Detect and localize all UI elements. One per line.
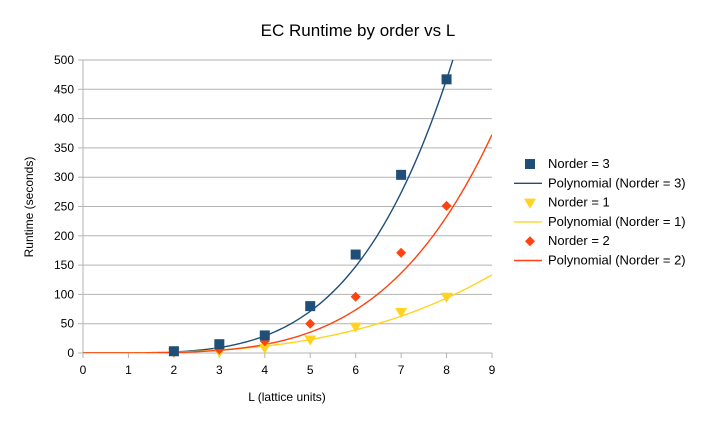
x-tick-label-7: 7 [398,363,405,377]
x-tick-label-1: 1 [125,363,132,377]
y-tick-label-200: 200 [54,229,74,243]
legend-marker-1 [525,159,535,169]
x-tick-label-0: 0 [80,363,87,377]
point-series3-6 [350,291,361,302]
x-tick-label-2: 2 [171,363,178,377]
chart-title: EC Runtime by order vs L [261,21,456,40]
x-tick-labels: 0 1 2 3 4 5 6 7 8 9 [80,363,496,377]
legend-marker-2 [524,198,536,209]
y-tick-label-100: 100 [54,287,74,301]
point-series1-5 [305,301,316,312]
trendline-2 [83,274,492,353]
point-series1-3 [214,339,225,350]
y-tick-label-500: 500 [54,53,74,67]
y-tick-label-0: 0 [67,346,74,360]
point-series2-5 [304,335,317,346]
legend: Norder = 3 Polynomial (Norder = 3) Norder … [514,156,686,268]
x-tick-label-8: 8 [443,363,450,377]
point-series2-7 [395,307,408,318]
trendline-1 [83,60,454,353]
x-tick-label-9: 9 [489,363,496,377]
legend-label-series-1: Norder = 3 [548,156,610,171]
x-tick-label-6: 6 [352,363,359,377]
grid-lines [83,59,492,325]
y-tick-label-400: 400 [54,112,74,126]
y-tick-label-50: 50 [61,317,75,331]
point-series1-7 [396,169,407,180]
axes [78,59,493,358]
y-tick-label-350: 350 [54,141,74,155]
point-series1-2 [168,346,179,357]
legend-label-series-2: Norder = 1 [548,195,610,210]
point-series3-8 [441,200,452,211]
y-tick-label-150: 150 [54,258,74,272]
x-tick-label-5: 5 [307,363,314,377]
point-series1-8 [441,74,452,85]
x-axis-label: L (lattice units) [248,390,326,404]
y-tick-labels: 0 50 100 150 200 250 300 350 400 450 500 [54,53,74,360]
x-tick-label-4: 4 [261,363,268,377]
y-tick-label-450: 450 [54,82,74,96]
trendline-3 [83,134,492,353]
point-series2-8 [440,292,453,303]
point-series3-7 [396,247,407,258]
point-series2-4 [258,343,271,354]
point-series2-6 [349,322,362,333]
x-tick-label-3: 3 [216,363,223,377]
legend-marker-3 [525,236,535,247]
plot-area [83,60,492,359]
y-tick-label-300: 300 [54,170,74,184]
y-tick-label-250: 250 [54,200,74,214]
legend-label-trend-1: Polynomial (Norder = 3) [548,175,686,190]
legend-label-series-3: Norder = 2 [548,233,610,248]
legend-label-trend-2: Polynomial (Norder = 1) [548,214,686,229]
point-series3-5 [305,318,316,329]
legend-label-trend-3: Polynomial (Norder = 2) [548,253,686,268]
point-series1-4 [259,330,270,341]
point-series1-6 [350,249,361,260]
y-axis-label: Runtime (seconds) [22,157,36,258]
